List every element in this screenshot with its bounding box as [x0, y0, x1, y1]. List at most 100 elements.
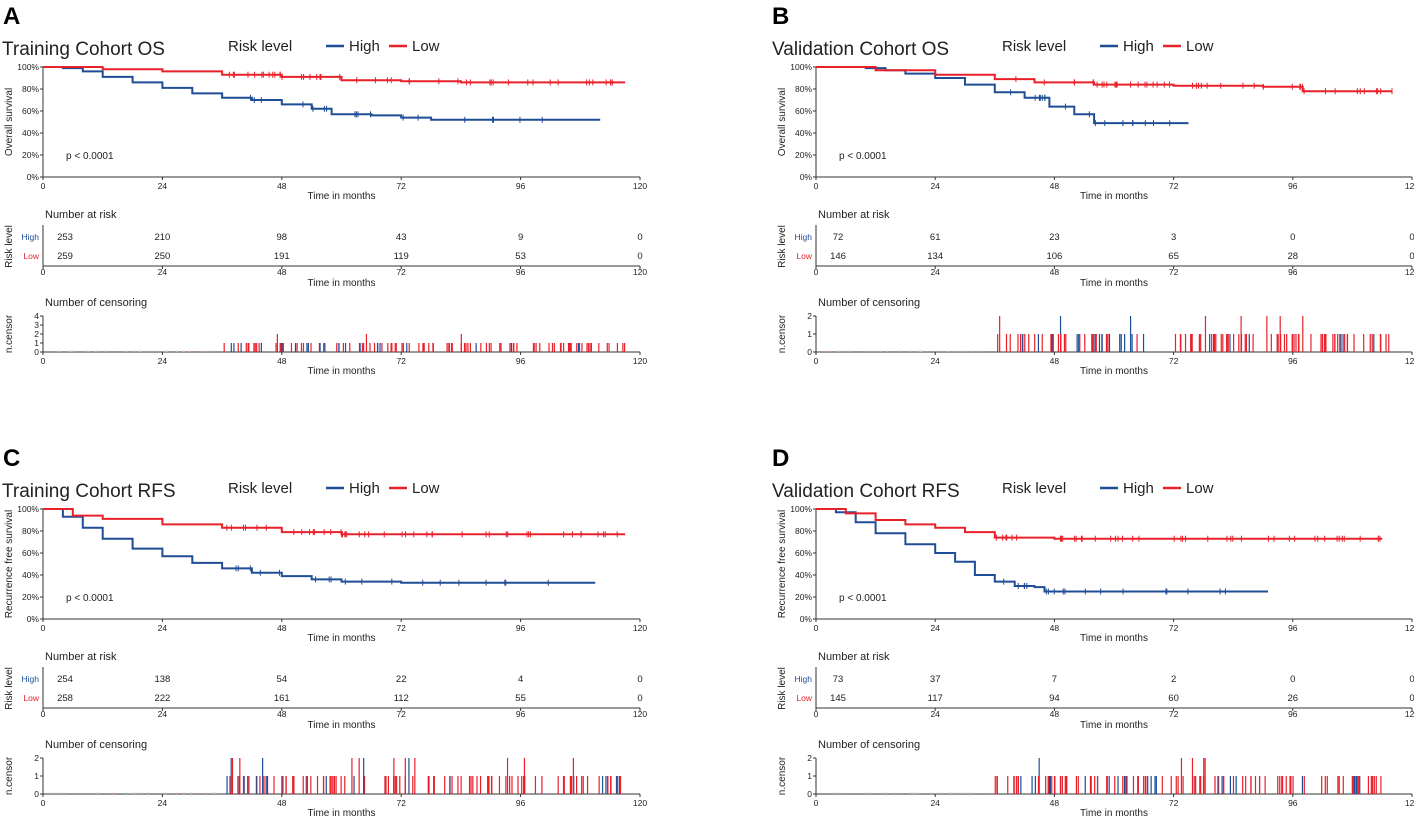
- censor-x-tick-label: 24: [158, 798, 168, 808]
- censor-y-tick-label: 0: [34, 789, 39, 799]
- survival-curve-low: [43, 66, 626, 84]
- risk-count: 145: [830, 693, 846, 704]
- censor-x-tick-label: 72: [1169, 356, 1179, 366]
- x-axis-label: Time in months: [308, 633, 376, 644]
- risk-count: 0: [637, 693, 642, 704]
- censor-x-tick-label: 120: [633, 798, 647, 808]
- risk-count: 0: [1290, 232, 1295, 243]
- x-tick-label: 48: [1050, 181, 1060, 191]
- y-tick-label: 60%: [22, 548, 39, 558]
- risk-count: 250: [154, 251, 170, 262]
- censoring-title: Number of censoring: [818, 297, 920, 309]
- risk-count: 53: [515, 251, 526, 262]
- panel-letter: C: [3, 445, 20, 472]
- risk-x-tick-label: 0: [41, 709, 46, 719]
- censor-y-axis-label: n.censor: [4, 314, 15, 353]
- risk-count: 7: [1052, 674, 1057, 685]
- y-tick-label: 20%: [795, 592, 812, 602]
- risk-count: 98: [277, 232, 288, 243]
- y-tick-label: 0%: [27, 172, 40, 182]
- y-axis-label: Overall survival: [777, 88, 788, 156]
- y-axis-label: Overall survival: [4, 88, 15, 156]
- x-tick-label: 24: [158, 623, 168, 633]
- censor-x-tick-label: 72: [1169, 798, 1179, 808]
- survival-curve-high: [816, 66, 1189, 125]
- censor-x-tick-label: 96: [1288, 356, 1298, 366]
- risk-count: 72: [833, 232, 844, 243]
- legend-label-high: High: [1123, 38, 1154, 55]
- km-plot: 0% 20% 40% 60% 80% 100% 0 24 48 72 96 120 Time in mo…: [777, 504, 1414, 644]
- censor-x-tick-label: 96: [516, 798, 526, 808]
- y-tick-label: 80%: [795, 84, 812, 94]
- censor-y-tick-label: 0: [34, 347, 39, 357]
- x-tick-label: 0: [41, 623, 46, 633]
- risk-x-tick-label: 72: [1169, 267, 1179, 277]
- risk-table-title: Number at risk: [45, 651, 117, 663]
- risk-count: 0: [1409, 693, 1414, 704]
- x-tick-label: 24: [930, 623, 940, 633]
- x-tick-label: 48: [277, 623, 287, 633]
- legend-title: Risk level: [1002, 38, 1066, 55]
- risk-count: 259: [57, 251, 73, 262]
- risk-count: 191: [274, 251, 290, 262]
- legend: Risk level High Low: [1002, 38, 1214, 55]
- censor-x-tick-label: 120: [1405, 356, 1414, 366]
- risk-x-tick-label: 96: [516, 709, 526, 719]
- chart-title: Training Cohort OS: [2, 39, 165, 60]
- risk-x-tick-label: 48: [1050, 709, 1060, 719]
- chart-title: Training Cohort RFS: [2, 481, 176, 502]
- y-tick-label: 100%: [790, 62, 812, 72]
- y-tick-label: 0%: [800, 172, 813, 182]
- censor-y-axis-label: n.censor: [4, 756, 15, 795]
- risk-count: 37: [930, 674, 941, 685]
- risk-count: 4: [518, 674, 523, 685]
- risk-count: 60: [1168, 693, 1179, 704]
- x-tick-label: 120: [633, 623, 647, 633]
- y-tick-label: 20%: [22, 592, 39, 602]
- survival-curve-low: [816, 508, 1383, 540]
- survival-curve-high: [816, 508, 1268, 593]
- chart-title: Validation Cohort RFS: [772, 481, 960, 502]
- risk-count: 54: [277, 674, 288, 685]
- x-tick-label: 96: [516, 181, 526, 191]
- y-tick-label: 60%: [795, 548, 812, 558]
- censor-y-tick-label: 2: [807, 311, 812, 321]
- censor-x-tick-label: 48: [1050, 356, 1060, 366]
- censor-x-tick-label: 0: [41, 356, 46, 366]
- risk-count: 0: [637, 251, 642, 262]
- panel-b: B Validation Cohort OS Risk level High Low 0%…: [772, 3, 1414, 377]
- risk-x-tick-label: 120: [1405, 267, 1414, 277]
- risk-group-label: High: [22, 674, 40, 684]
- risk-group-label: High: [22, 232, 40, 242]
- risk-count: 65: [1168, 251, 1179, 262]
- censor-x-axis-label: Time in months: [1080, 366, 1148, 377]
- censoring-title: Number of censoring: [45, 297, 147, 309]
- y-tick-label: 20%: [22, 150, 39, 160]
- y-tick-label: 60%: [795, 106, 812, 116]
- censor-x-tick-label: 0: [814, 798, 819, 808]
- risk-group-label: High: [795, 674, 813, 684]
- y-tick-label: 40%: [795, 570, 812, 580]
- risk-table-title: Number at risk: [818, 209, 890, 221]
- censor-y-tick-label: 2: [34, 753, 39, 763]
- legend-label-low: Low: [1186, 38, 1214, 55]
- y-tick-label: 0%: [800, 614, 813, 624]
- risk-count: 0: [1409, 674, 1414, 685]
- censor-x-tick-label: 48: [277, 798, 287, 808]
- censor-x-tick-label: 72: [396, 356, 406, 366]
- censor-x-tick-label: 24: [930, 798, 940, 808]
- censor-y-tick-label: 1: [34, 771, 39, 781]
- risk-count: 3: [1171, 232, 1176, 243]
- risk-group-label: Low: [796, 693, 812, 703]
- risk-group-label: High: [795, 232, 813, 242]
- censor-y-tick-label: 1: [807, 329, 812, 339]
- x-axis-label: Time in months: [308, 191, 376, 202]
- x-tick-label: 72: [396, 181, 406, 191]
- censor-x-tick-label: 72: [396, 798, 406, 808]
- x-tick-label: 120: [1405, 623, 1414, 633]
- legend: Risk level High Low: [1002, 480, 1214, 497]
- x-tick-label: 24: [930, 181, 940, 191]
